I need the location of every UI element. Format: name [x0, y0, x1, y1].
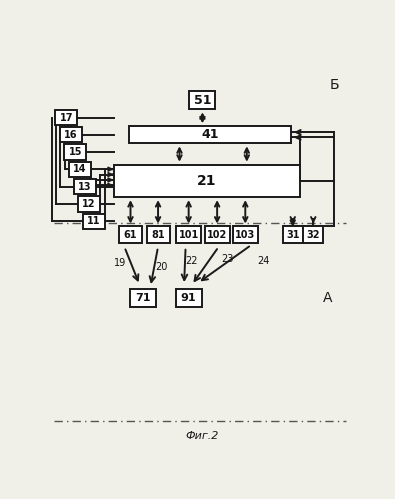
Text: 22: 22 — [186, 256, 198, 266]
Bar — [119, 227, 142, 243]
Text: 61: 61 — [124, 230, 137, 240]
Bar — [69, 162, 91, 177]
Bar — [114, 165, 301, 197]
Text: 23: 23 — [222, 254, 234, 264]
Text: 101: 101 — [179, 230, 199, 240]
Text: 31: 31 — [286, 230, 299, 240]
Bar — [147, 227, 169, 243]
Text: 102: 102 — [207, 230, 227, 240]
Text: 91: 91 — [181, 293, 196, 303]
Bar — [78, 196, 100, 212]
Text: 12: 12 — [83, 199, 96, 209]
Bar — [83, 214, 105, 229]
Text: 81: 81 — [151, 230, 165, 240]
Bar — [55, 110, 77, 125]
Bar — [129, 126, 291, 143]
Bar — [303, 227, 323, 243]
Text: Фиг.2: Фиг.2 — [186, 431, 219, 441]
Text: 21: 21 — [197, 174, 217, 188]
Text: 103: 103 — [235, 230, 256, 240]
Text: 24: 24 — [258, 256, 270, 266]
Text: 16: 16 — [64, 130, 77, 140]
Bar — [283, 227, 303, 243]
Bar — [64, 144, 87, 160]
Text: Б: Б — [329, 78, 339, 92]
Text: 41: 41 — [201, 128, 219, 141]
Text: 13: 13 — [78, 182, 91, 192]
Bar — [205, 227, 229, 243]
Text: А: А — [323, 291, 333, 305]
Text: 51: 51 — [194, 94, 211, 107]
Bar — [130, 289, 156, 307]
Bar — [176, 289, 202, 307]
Text: 11: 11 — [87, 216, 100, 226]
Text: 32: 32 — [307, 230, 320, 240]
Text: 17: 17 — [60, 112, 73, 123]
Bar — [73, 179, 96, 195]
Text: 19: 19 — [114, 258, 126, 268]
Text: 71: 71 — [135, 293, 150, 303]
Bar — [176, 227, 201, 243]
Text: 14: 14 — [73, 164, 87, 174]
Text: 15: 15 — [69, 147, 82, 157]
Bar — [233, 227, 258, 243]
Text: 20: 20 — [155, 262, 167, 272]
Bar — [190, 91, 215, 109]
Bar — [60, 127, 82, 143]
